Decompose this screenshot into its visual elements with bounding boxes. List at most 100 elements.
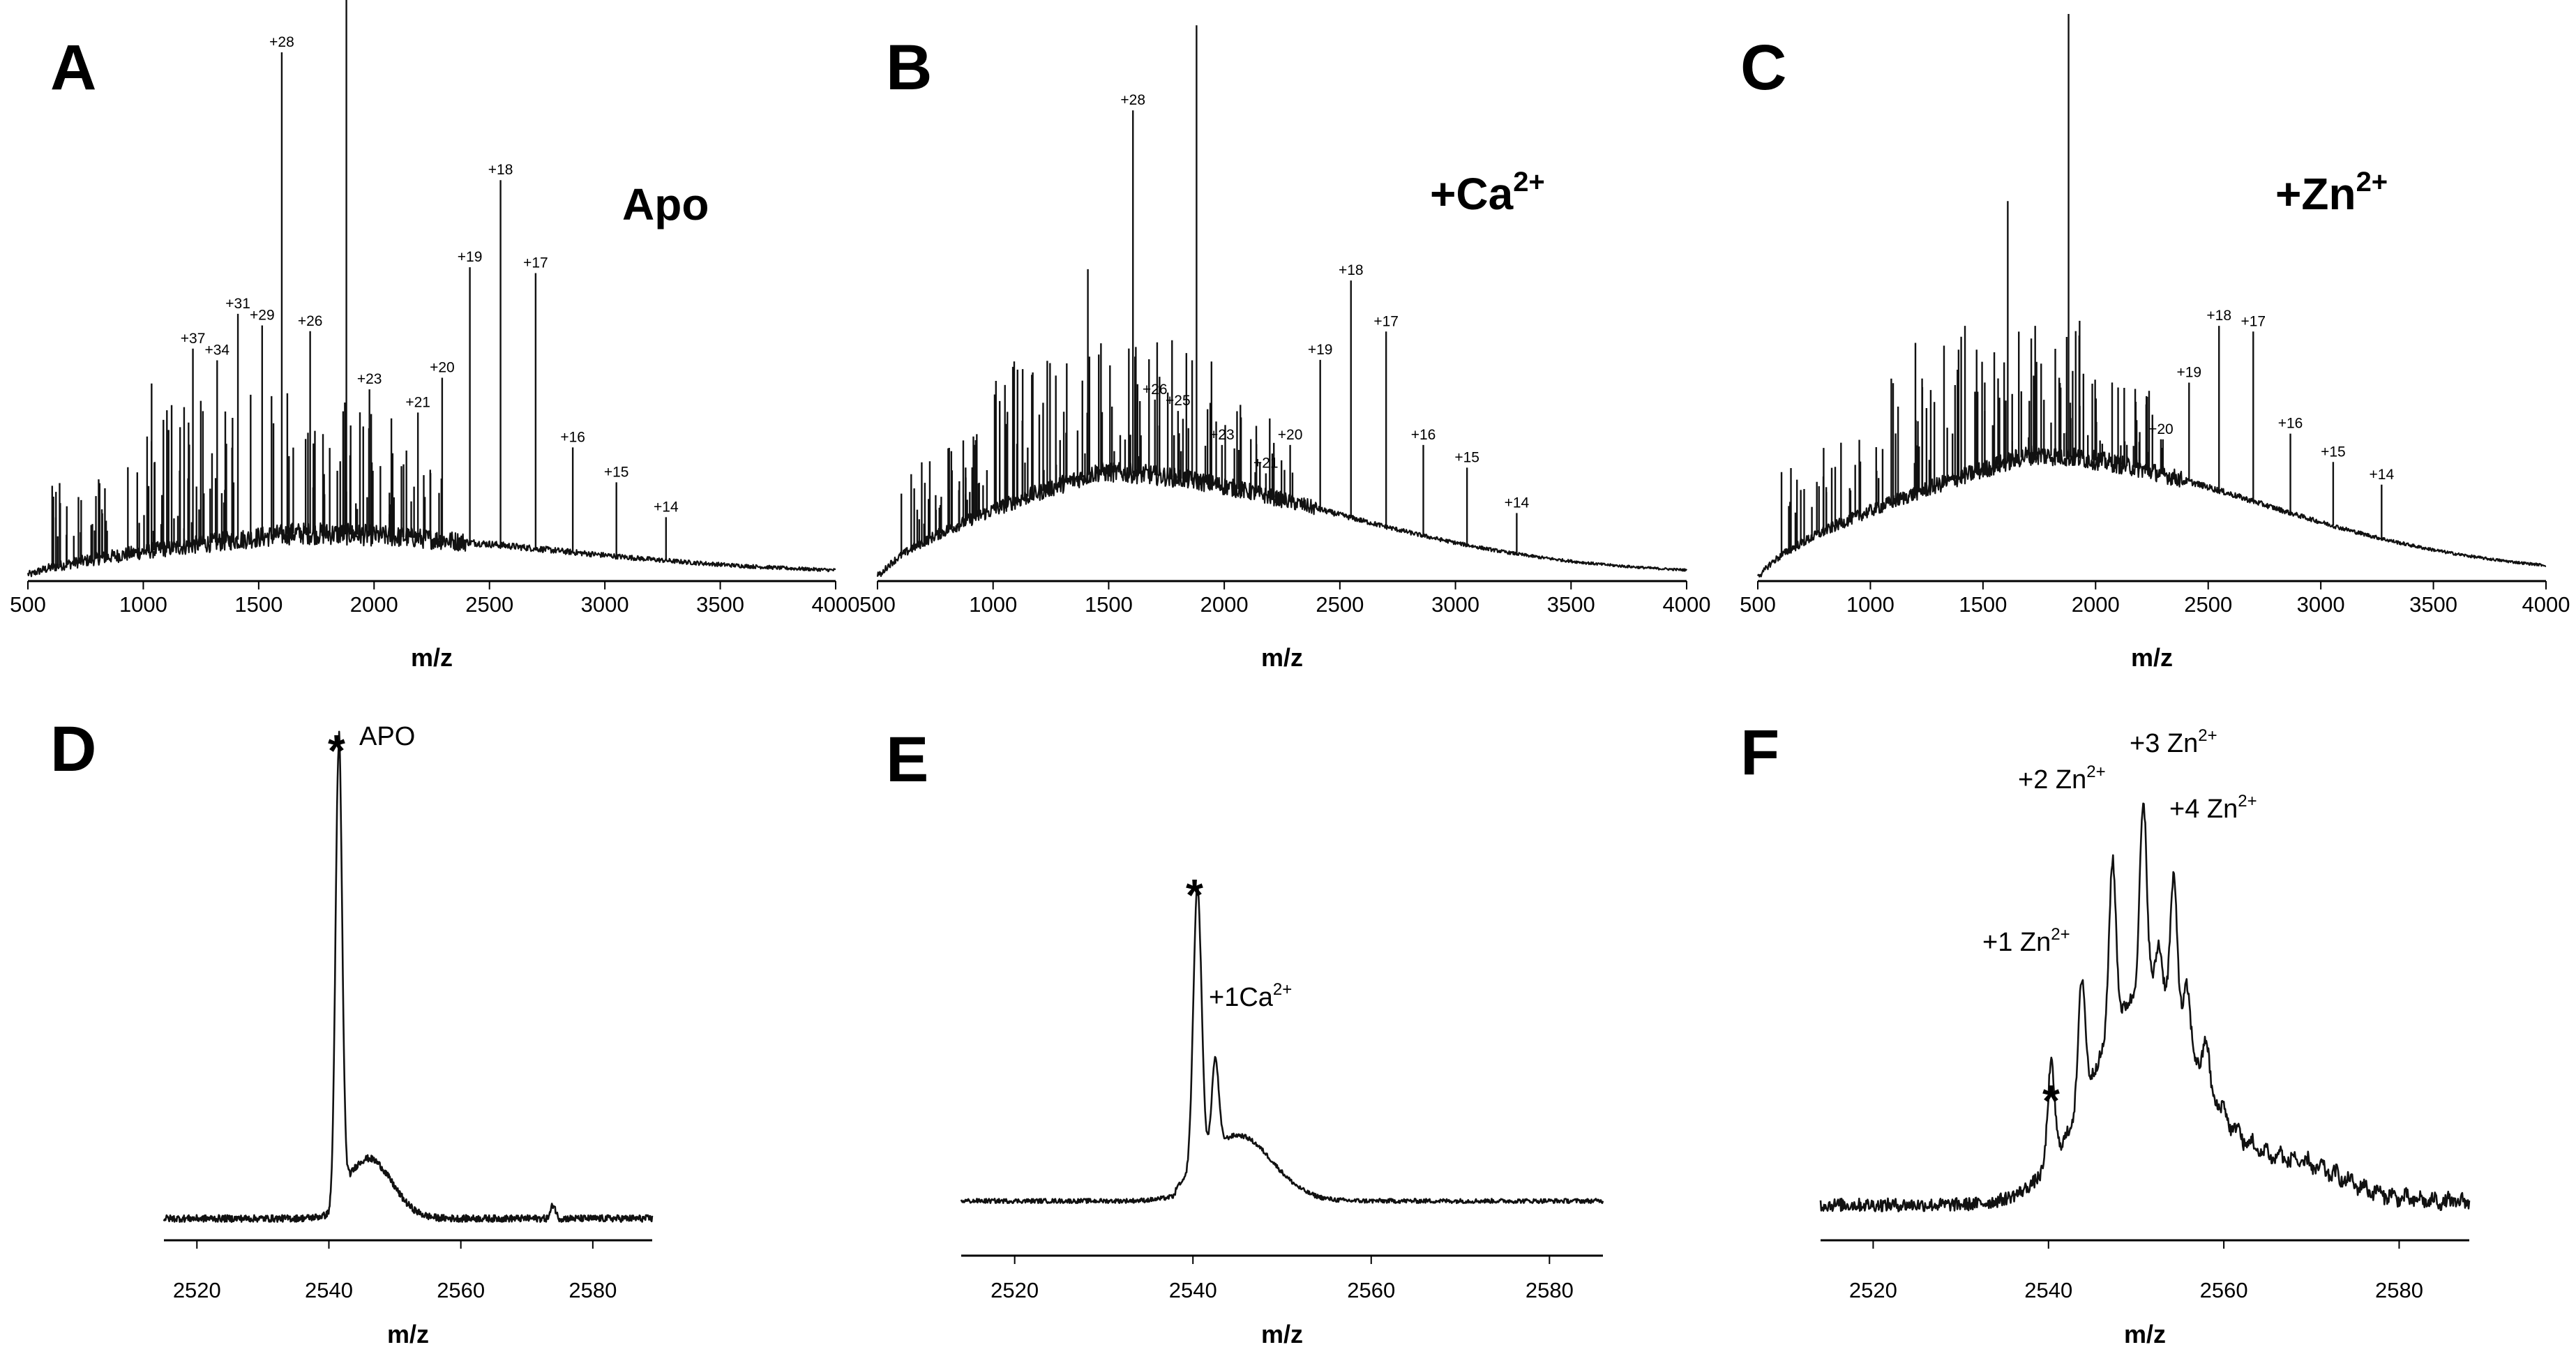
charge-state-label: +26 — [1143, 382, 1168, 398]
x-axis-title: m/z — [2124, 1320, 2166, 1348]
charge-state-label: +37 — [181, 331, 206, 347]
charge-state-label: +26 — [298, 313, 323, 329]
d-apo-star: * — [328, 725, 345, 776]
x-tick-label: 1500 — [234, 592, 283, 617]
x-tick-label: 3000 — [1431, 592, 1479, 617]
e-ca-label: +1Ca2+ — [1209, 980, 1292, 1012]
charge-state-label: +21 — [405, 394, 430, 410]
panel-letter-b: B — [886, 32, 932, 103]
x-tick-label: 1000 — [1846, 592, 1895, 617]
x-axis-title: m/z — [387, 1320, 429, 1348]
f-zn4-text: +4 Zn — [2169, 795, 2238, 824]
f-zn2-label: +2 Zn2+ — [2018, 762, 2106, 795]
charge-state-label: +29 — [250, 307, 275, 323]
x-tick-label: 1500 — [1959, 592, 2007, 617]
spectrum-trace — [163, 730, 654, 1223]
charge-state-label: +14 — [1505, 495, 1530, 511]
charge-state-label: +18 — [2206, 308, 2231, 324]
charge-state-label: +20 — [2148, 421, 2174, 437]
panel-e: 2520 2540 2560 2580 m/z — [960, 887, 1604, 1348]
condition-label-ca: +Ca2+ — [1430, 167, 1545, 219]
x-tick-label: 2500 — [2184, 592, 2232, 617]
x-tick-label: 3500 — [2409, 592, 2457, 617]
f-zn2-text: +2 Zn — [2018, 765, 2086, 795]
f-zn1-sup: 2+ — [2051, 925, 2070, 944]
charge-state-label: +16 — [1411, 427, 1436, 443]
charge-state-label: +17 — [1373, 313, 1399, 329]
charge-state-label: +25 — [1166, 393, 1191, 409]
charge-state-label: +23 — [1210, 427, 1235, 443]
f-zn2-sup: 2+ — [2086, 762, 2105, 781]
charge-state-label: +15 — [1454, 449, 1479, 465]
f-star: * — [2042, 1076, 2060, 1126]
x-tick-label: 2560 — [437, 1278, 485, 1302]
x-tick-label: 500 — [10, 592, 46, 617]
charge-state-label: +20 — [430, 359, 455, 375]
x-tick-label: 4000 — [812, 592, 860, 617]
condition-label-zn: +Zn2+ — [2275, 167, 2388, 219]
f-zn4-label: +4 Zn2+ — [2169, 792, 2257, 824]
charge-state-label: +14 — [654, 499, 679, 515]
charge-state-label: +19 — [2176, 364, 2201, 380]
x-tick-label: 2540 — [2024, 1278, 2072, 1302]
charge-state-label: +18 — [488, 162, 513, 178]
x-axis-title: m/z — [1261, 1320, 1303, 1348]
charge-state-label: +14 — [2370, 467, 2395, 483]
f-zn3-sup: 2+ — [2198, 726, 2217, 745]
x-tick-label: 2520 — [991, 1278, 1039, 1302]
x-tick-label: 2500 — [465, 592, 513, 617]
panel-letter-a: A — [50, 32, 96, 103]
panel-f: 2520 2540 2560 2580 m/z — [1819, 802, 2471, 1348]
condition-zn-sup: 2+ — [2356, 167, 2388, 197]
condition-zn-text: +Zn — [2275, 169, 2356, 219]
x-tick-label: 500 — [859, 592, 896, 617]
x-tick-label: 4000 — [1663, 592, 1711, 617]
x-tick-label: 2520 — [1849, 1278, 1897, 1302]
x-tick-label: 2560 — [1347, 1278, 1395, 1302]
x-tick-label: 2540 — [1169, 1278, 1217, 1302]
panel-c: 500 1000 1500 2000 2500 3000 3500 4000 m/z +20 +19… — [1740, 14, 2570, 672]
charge-state-label: +17 — [523, 255, 548, 271]
x-tick-label: 2000 — [350, 592, 398, 617]
charge-state-label: +20 — [1278, 427, 1303, 443]
x-axis-title: m/z — [411, 643, 453, 672]
panel-letter-f: F — [1740, 717, 1779, 788]
f-zn1-text: +1 Zn — [1982, 928, 2051, 957]
condition-label-apo: Apo — [622, 179, 709, 230]
x-tick-label: 3000 — [581, 592, 629, 617]
spectrum-trace — [960, 887, 1604, 1205]
x-tick-label: 2000 — [2072, 592, 2120, 617]
x-tick-label: 2500 — [1316, 592, 1364, 617]
charge-state-label: +28 — [269, 34, 294, 50]
x-tick-label: 3500 — [696, 592, 744, 617]
f-zn3-label: +3 Zn2+ — [2130, 726, 2217, 758]
x-tick-label: 3500 — [1547, 592, 1595, 617]
d-apo-label: APO — [359, 722, 415, 751]
panel-letter-d: D — [50, 714, 96, 785]
x-tick-label: 1500 — [1085, 592, 1133, 617]
x-tick-label: 2580 — [568, 1278, 617, 1302]
x-tick-label: 4000 — [2522, 592, 2570, 617]
e-star: * — [1186, 870, 1203, 920]
charge-state-label: +23 — [357, 371, 382, 387]
panel-d: 2520 2540 2560 2580 m/z — [163, 730, 654, 1348]
x-tick-label: 2560 — [2200, 1278, 2248, 1302]
x-tick-label: 2540 — [305, 1278, 353, 1302]
panel-letter-c: C — [1740, 32, 1786, 103]
charge-state-label: +31 — [225, 296, 250, 312]
charge-state-label: +19 — [458, 249, 483, 265]
x-tick-label: 1000 — [119, 592, 167, 617]
charge-state-label: +19 — [1308, 342, 1333, 358]
e-ca-text: +1Ca — [1209, 983, 1274, 1012]
x-axis-title: m/z — [1261, 643, 1303, 672]
x-tick-label: 2580 — [1526, 1278, 1574, 1302]
f-zn1-label: +1 Zn2+ — [1982, 925, 2070, 957]
charge-state-label: +17 — [2240, 313, 2266, 329]
x-tick-label: 2520 — [173, 1278, 221, 1302]
charge-state-label: +21 — [1253, 456, 1279, 472]
x-tick-label: 3000 — [2297, 592, 2345, 617]
x-tick-label: 500 — [1740, 592, 1776, 617]
charge-state-label: +15 — [604, 464, 629, 480]
x-axis-title: m/z — [2131, 643, 2173, 672]
